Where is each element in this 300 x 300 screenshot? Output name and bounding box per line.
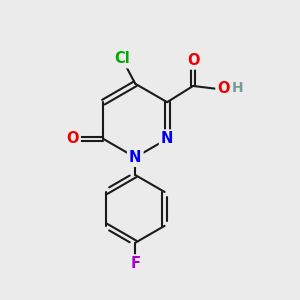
- Text: O: O: [218, 81, 230, 96]
- Text: Cl: Cl: [114, 51, 130, 66]
- Text: F: F: [130, 256, 140, 272]
- Text: N: N: [129, 150, 142, 165]
- Text: H: H: [231, 81, 243, 95]
- Text: N: N: [161, 131, 173, 146]
- Text: O: O: [66, 131, 79, 146]
- Text: O: O: [187, 52, 199, 68]
